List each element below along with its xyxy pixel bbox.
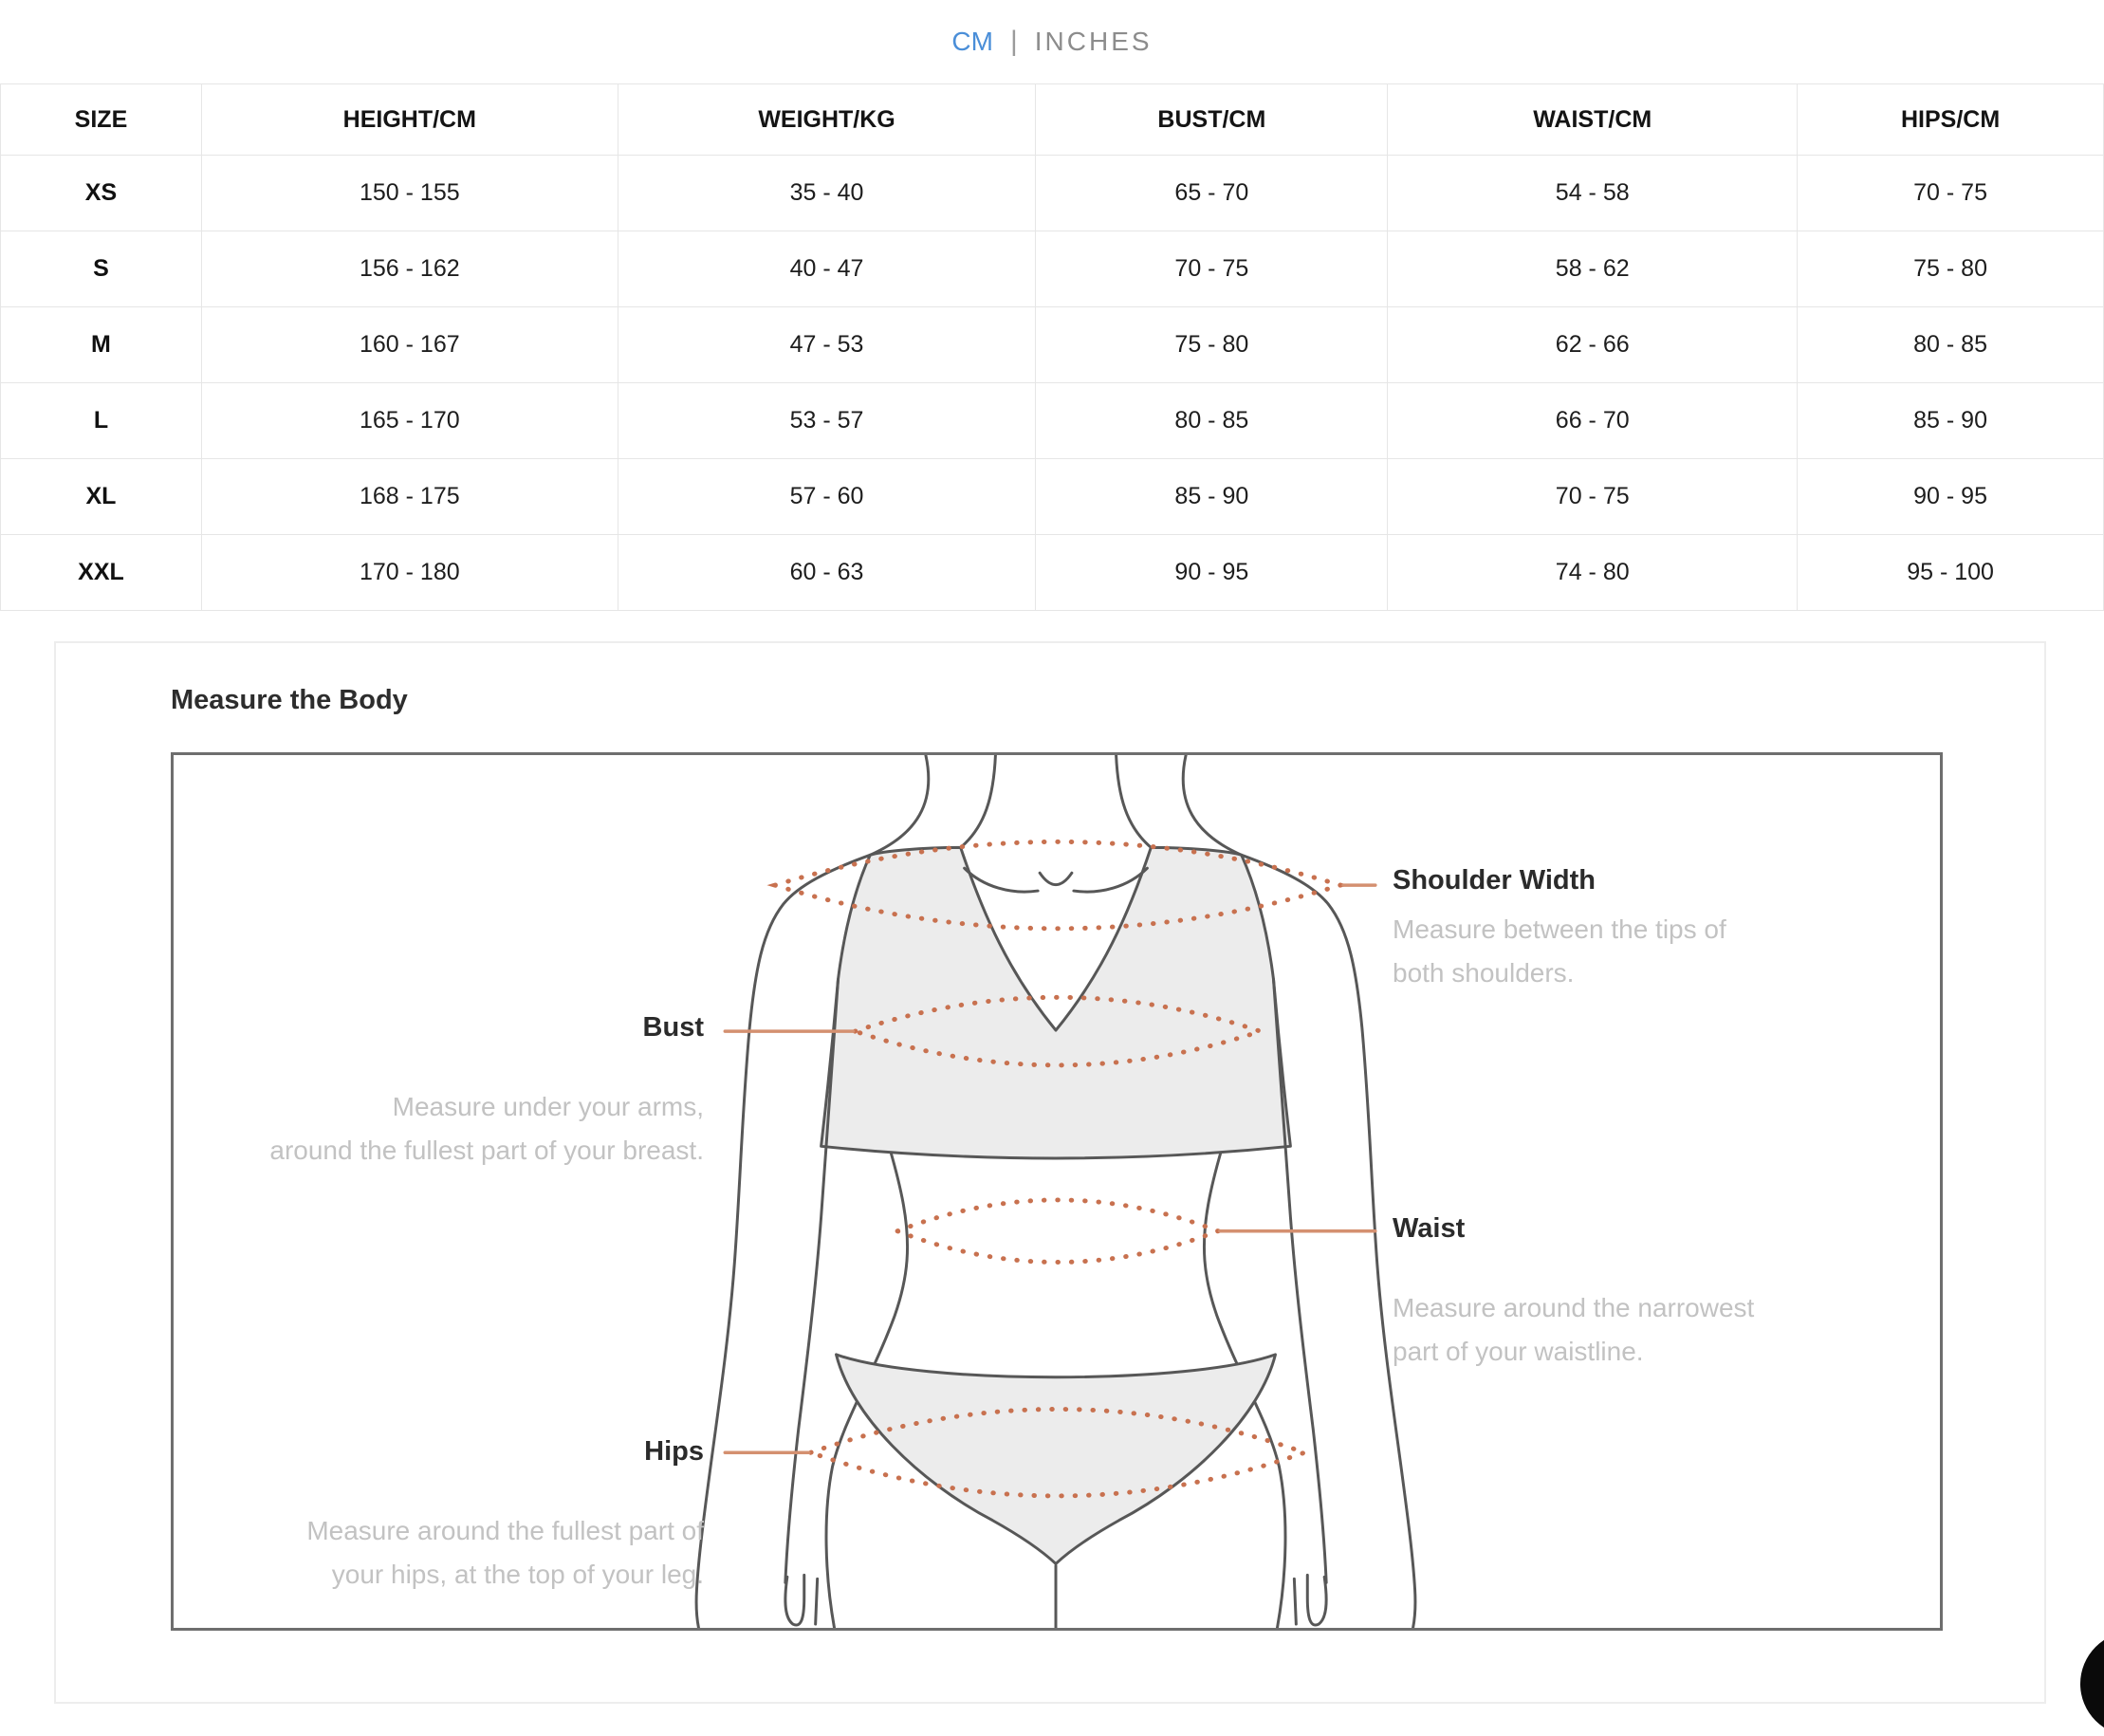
size-chart-body: XS 150 - 155 35 - 40 65 - 70 54 - 58 70 - 75 S… (0, 155, 2104, 611)
measurement-cell: 57 - 60 (617, 458, 1037, 535)
table-row: XL 168 - 175 57 - 60 85 - 90 70 - 75 90 - 95 (0, 458, 2104, 535)
table-row: XS 150 - 155 35 - 40 65 - 70 54 - 58 70 - 75 (0, 155, 2104, 231)
figure-top-garment (820, 845, 1292, 1160)
measurement-cell: 85 - 90 (1797, 382, 2104, 459)
column-header: HIPS/CM (1797, 83, 2104, 156)
measurement-cell: 90 - 95 (1797, 458, 2104, 535)
column-header: WEIGHT/KG (617, 83, 1037, 156)
measurement-cell: 165 - 170 (200, 382, 618, 459)
figure-neck-right-inner (1115, 755, 1153, 849)
callout-shoulder-description: Measure between the tips of both shoulde… (1393, 914, 1726, 988)
measurement-cell: 74 - 80 (1387, 534, 1799, 611)
measurement-cell: 47 - 53 (617, 306, 1037, 383)
callout-bust-label: Bust (642, 1012, 704, 1043)
table-row: M 160 - 167 47 - 53 75 - 80 62 - 66 80 - 85 (0, 306, 2104, 383)
figure-finger-left (814, 1577, 820, 1626)
floating-action-button[interactable] (2080, 1632, 2104, 1736)
figure-finger-right (1292, 1577, 1298, 1626)
measurement-cell: 70 - 75 (1797, 155, 2104, 231)
column-header: SIZE (0, 83, 202, 156)
table-row: S 156 - 162 40 - 47 70 - 75 58 - 62 75 - 80 (0, 231, 2104, 307)
measurement-cell: 85 - 90 (1035, 458, 1389, 535)
figure-collarbone-right (1072, 866, 1149, 894)
column-header: BUST/CM (1035, 83, 1389, 156)
callout-waist-description: Measure around the narrowest part of you… (1393, 1293, 1755, 1366)
measurement-cell: 168 - 175 (200, 458, 618, 535)
measurement-cell: 170 - 180 (200, 534, 618, 611)
figure-hand-left (784, 1573, 806, 1627)
figure-arm-left-outer (694, 853, 872, 1628)
tape-bust-ellipse (847, 994, 1268, 1068)
callout-hips: Hips Measure around the fullest part of … (306, 1436, 704, 1597)
figure-neck-right (1181, 755, 1244, 857)
size-label-cell: XXL (0, 534, 202, 611)
size-label-cell: XS (0, 155, 202, 231)
measurement-cell: 150 - 155 (200, 155, 618, 231)
unit-option-inches[interactable]: INCHES (1034, 27, 1153, 56)
unit-separator: | (1009, 26, 1018, 57)
figure-arm-left-inner (784, 977, 840, 1584)
tape-shoulder-ellipse (766, 839, 1349, 932)
measurement-cell: 58 - 62 (1387, 231, 1799, 307)
measurement-cell: 75 - 80 (1035, 306, 1389, 383)
size-label-cell: M (0, 306, 202, 383)
size-label-cell: S (0, 231, 202, 307)
measurement-cell: 53 - 57 (617, 382, 1037, 459)
size-chart-header: SIZE HEIGHT/CM WEIGHT/KG BUST/CM WAIST/CM HIP… (0, 83, 2104, 156)
column-header: HEIGHT/CM (200, 83, 618, 156)
header-row: SIZE HEIGHT/CM WEIGHT/KG BUST/CM WAIST/CM HIP… (0, 83, 2104, 156)
figure-collarbone-left (963, 866, 1040, 894)
figure-arm-right-outer (1240, 853, 1417, 1628)
body-figure-illustration (694, 755, 1417, 1628)
measure-body-title: Measure the Body (171, 685, 408, 715)
measure-body-card: Measure the Body (54, 641, 2046, 1704)
figure-arm-right-inner (1272, 977, 1328, 1584)
column-header: WAIST/CM (1387, 83, 1799, 156)
measurement-cell: 65 - 70 (1035, 155, 1389, 231)
measurement-cell: 90 - 95 (1035, 534, 1389, 611)
callout-hips-description: Measure around the fullest part of your … (306, 1516, 704, 1589)
measurement-cell: 62 - 66 (1387, 306, 1799, 383)
callout-shoulder-label: Shoulder Width (1393, 865, 1596, 896)
unit-toggle: CM | INCHES (0, 0, 2104, 83)
measurement-cell: 156 - 162 (200, 231, 618, 307)
size-label-cell: XL (0, 458, 202, 535)
measurement-cell: 54 - 58 (1387, 155, 1799, 231)
table-row: L 165 - 170 53 - 57 80 - 85 66 - 70 85 - 90 (0, 382, 2104, 459)
measurement-cell: 35 - 40 (617, 155, 1037, 231)
callout-hips-label: Hips (644, 1436, 704, 1467)
measurement-cell: 160 - 167 (200, 306, 618, 383)
figure-neck-left (868, 755, 931, 857)
callout-waist: Waist Measure around the narrowest part … (1393, 1213, 1754, 1374)
callout-waist-label: Waist (1393, 1213, 1466, 1244)
measurement-cell: 40 - 47 (617, 231, 1037, 307)
measurement-cell: 70 - 75 (1035, 231, 1389, 307)
body-measurement-diagram: Shoulder Width Measure between the tips … (171, 752, 1943, 1631)
measurement-cell: 75 - 80 (1797, 231, 2104, 307)
tape-waist-ellipse (891, 1197, 1225, 1265)
measurement-cell: 95 - 100 (1797, 534, 2104, 611)
figure-bikini-bottom (835, 1353, 1277, 1565)
measurement-cell: 66 - 70 (1387, 382, 1799, 459)
table-row: XXL 170 - 180 60 - 63 90 - 95 74 - 80 95 - 10… (0, 534, 2104, 611)
callout-shoulder-width: Shoulder Width Measure between the tips … (1393, 865, 1726, 995)
size-chart-table: SIZE HEIGHT/CM WEIGHT/KG BUST/CM WAIST/CM HIP… (0, 83, 2104, 611)
callout-bust: Bust Measure under your arms, around the… (269, 1012, 704, 1173)
unit-option-cm[interactable]: CM (951, 27, 993, 56)
measurement-cell: 80 - 85 (1035, 382, 1389, 459)
figure-hand-right (1305, 1573, 1328, 1627)
size-label-cell: L (0, 382, 202, 459)
figure-neck-left-inner (959, 755, 997, 849)
measurement-cell: 70 - 75 (1387, 458, 1799, 535)
figure-neck-hollow (1038, 871, 1074, 887)
tape-hips-ellipse (803, 1407, 1312, 1499)
measurement-cell: 80 - 85 (1797, 306, 2104, 383)
measurement-cell: 60 - 63 (617, 534, 1037, 611)
callout-bust-description: Measure under your arms, around the full… (269, 1092, 704, 1165)
